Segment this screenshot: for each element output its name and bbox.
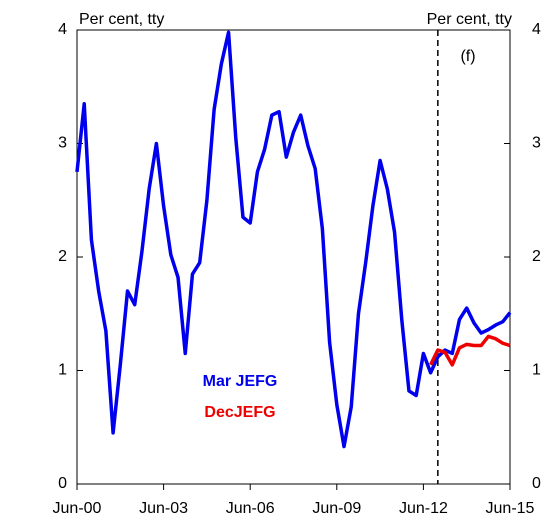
y-tick-label: 3 (58, 135, 67, 152)
legend-label: Mar JEFG (203, 373, 278, 390)
x-tick-label: Jun-12 (399, 500, 448, 517)
y2-tick-label: 4 (532, 21, 541, 38)
x-tick-label: Jun-03 (139, 500, 188, 517)
y2-tick-label: 1 (532, 362, 541, 379)
y-tick-label: 1 (58, 362, 67, 379)
x-tick-label: Jun-06 (226, 500, 275, 517)
legend-label: DecJEFG (204, 404, 275, 421)
y-axis-label-left: Per cent, tty (79, 11, 164, 28)
y-axis-label-right: Per cent, tty (427, 11, 512, 28)
x-tick-label: Jun-15 (486, 500, 535, 517)
y-tick-label: 2 (58, 248, 67, 265)
y2-tick-label: 3 (532, 135, 541, 152)
series-line (75, 30, 512, 449)
y-tick-label: 4 (58, 21, 67, 38)
series-line (429, 334, 511, 367)
y2-tick-label: 2 (532, 248, 541, 265)
x-tick-label: Jun-00 (53, 500, 102, 517)
y-tick-label: 0 (58, 475, 67, 492)
forecast-annotation: (f) (460, 48, 475, 65)
x-tick-label: Jun-09 (312, 500, 361, 517)
y2-tick-label: 0 (532, 475, 541, 492)
